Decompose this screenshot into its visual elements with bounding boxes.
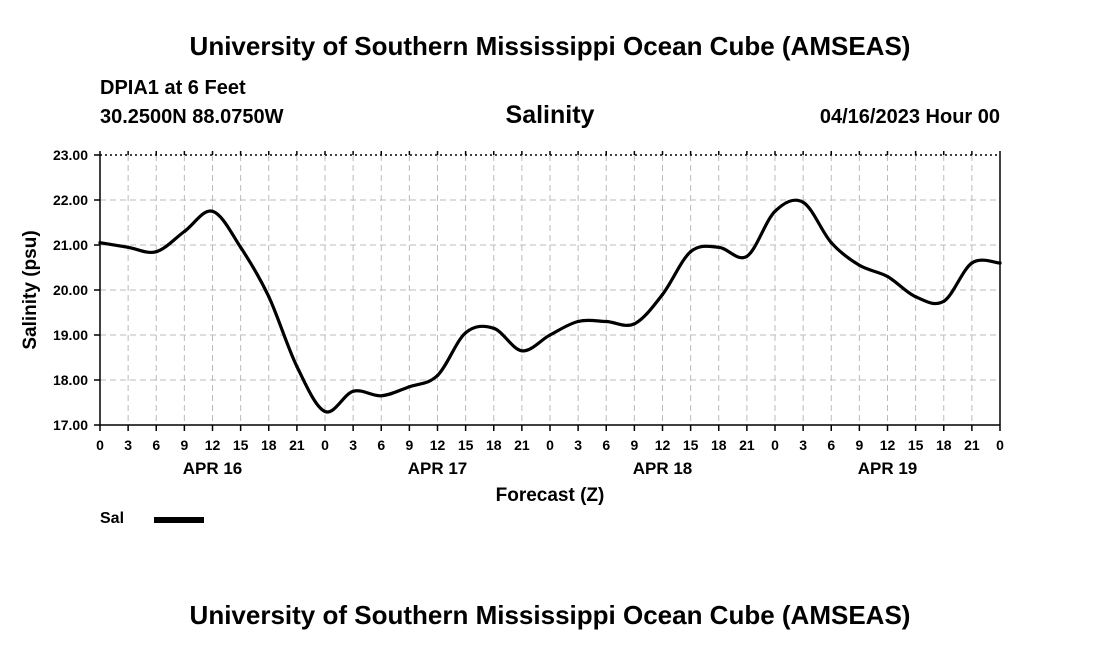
data-point (379, 394, 383, 398)
data-point (520, 349, 524, 353)
x-tick-label: 15 (683, 437, 699, 453)
x-tick-label: 9 (180, 437, 188, 453)
y-tick-label: 23.00 (53, 147, 88, 163)
coordinates-label: 30.2500N 88.0750W (100, 106, 284, 128)
data-point (407, 385, 411, 389)
data-point (829, 241, 833, 245)
x-tick-label: 21 (964, 437, 980, 453)
data-point (154, 250, 158, 254)
day-label: APR 18 (633, 459, 693, 478)
x-tick-label: 6 (827, 437, 835, 453)
data-point (267, 295, 271, 299)
data-point (548, 333, 552, 337)
data-point (182, 229, 186, 234)
x-tick-label: 18 (936, 437, 952, 453)
x-tick-label: 9 (630, 437, 638, 453)
x-tick-label: 3 (574, 437, 582, 453)
data-point (295, 364, 299, 369)
x-tick-label: 15 (908, 437, 924, 453)
x-tick-label: 3 (349, 437, 357, 453)
data-point (885, 274, 890, 279)
station-label: DPIA1 at 6 Feet (100, 77, 246, 99)
data-point (914, 295, 918, 299)
axes (94, 151, 1001, 431)
chart-title: Salinity (505, 101, 595, 129)
x-tick-label: 12 (880, 437, 896, 453)
y-tick-label: 21.00 (53, 237, 88, 253)
x-tick-label: 12 (430, 437, 446, 453)
data-point (210, 209, 215, 213)
x-tick-label: 15 (458, 437, 474, 453)
x-tick-label: 18 (711, 437, 727, 453)
x-tick-label: 6 (377, 437, 385, 453)
x-tick-label: 21 (739, 437, 755, 453)
data-point (970, 261, 974, 265)
footer-title: University of Southern Mississippi Ocean… (189, 600, 911, 630)
data-point (576, 319, 580, 324)
data-point (689, 250, 693, 254)
series-layer (98, 198, 1002, 414)
x-tick-label: 15 (233, 437, 249, 453)
data-point (857, 263, 862, 267)
data-point (942, 299, 946, 303)
day-label: APR 19 (858, 459, 918, 478)
data-point (745, 254, 749, 258)
axis-labels: 17.00 18.00 19.00 20.00 21.00 22.00 23.00 0 3 6 9 1… (20, 147, 1004, 506)
x-tick-label: 21 (289, 437, 305, 453)
y-tick-label: 19.00 (53, 327, 88, 343)
data-point (998, 261, 1002, 265)
x-axis-title: Forecast (Z) (496, 485, 605, 506)
x-tick-label: 0 (771, 437, 779, 453)
y-tick-label: 20.00 (53, 282, 88, 298)
x-tick-label: 9 (405, 437, 413, 453)
x-tick-label: 0 (546, 437, 554, 453)
data-point (464, 331, 468, 335)
x-tick-label: 21 (514, 437, 530, 453)
x-tick-label: 6 (152, 437, 160, 453)
page-title: University of Southern Mississippi Ocean… (189, 31, 911, 61)
data-point (660, 292, 665, 297)
x-tick-label: 0 (321, 437, 329, 453)
data-point (773, 209, 777, 213)
x-tick-label: 12 (205, 437, 221, 453)
data-point (351, 389, 355, 393)
data-point (126, 245, 130, 249)
y-tick-label: 18.00 (53, 372, 88, 388)
x-tick-label: 0 (996, 437, 1004, 453)
x-tick-label: 0 (96, 437, 104, 453)
x-tick-label: 12 (655, 437, 671, 453)
data-point (239, 245, 243, 249)
data-point (717, 245, 721, 249)
legend: Sal (100, 510, 205, 528)
legend-label: Sal (100, 510, 125, 527)
legend-swatch (154, 517, 205, 523)
x-tick-label: 9 (855, 437, 863, 453)
data-point (323, 409, 327, 414)
day-label: APR 16 (183, 459, 243, 478)
forecast-date-label: 04/16/2023 Hour 00 (819, 106, 1000, 128)
data-point (492, 326, 496, 330)
x-tick-label: 3 (124, 437, 132, 453)
data-point (98, 241, 102, 245)
x-tick-label: 18 (261, 437, 277, 453)
x-tick-label: 3 (799, 437, 807, 453)
data-point (435, 373, 440, 378)
y-tick-label: 22.00 (53, 192, 88, 208)
y-axis-title: Salinity (psu) (20, 230, 41, 349)
data-point (801, 200, 805, 204)
x-tick-label: 6 (602, 437, 610, 453)
data-point (604, 319, 608, 324)
x-tick-label: 18 (486, 437, 502, 453)
data-point (632, 322, 637, 326)
y-tick-label: 17.00 (53, 417, 88, 433)
grid (100, 155, 1000, 425)
day-label: APR 17 (408, 459, 468, 478)
